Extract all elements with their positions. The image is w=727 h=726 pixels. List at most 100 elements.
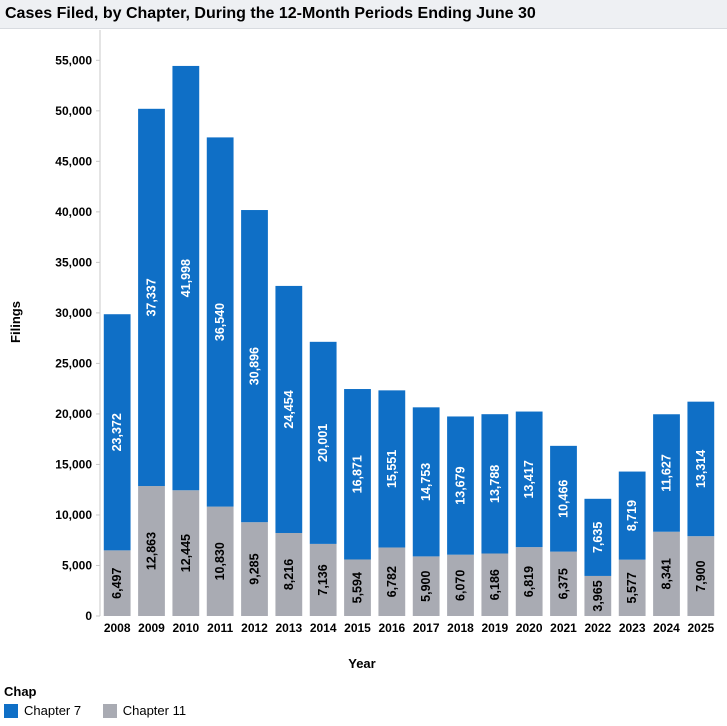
y-grid	[96, 30, 101, 617]
data-label-chapter-7: 15,551	[385, 450, 399, 488]
bar-chapter-11	[687, 536, 715, 616]
data-label-chapter-11: 6,375	[557, 568, 571, 599]
bar-chapter-7	[138, 108, 165, 487]
y-axis-label: Filings	[8, 301, 23, 343]
data-label-chapter-7: 16,871	[351, 455, 365, 493]
x-tick-label: 2017	[413, 621, 440, 635]
data-label-chapter-7: 24,454	[282, 390, 296, 428]
bar-chapter-7	[378, 390, 406, 548]
data-label-chapter-7: 11,627	[660, 454, 674, 492]
bar-chapter-11	[618, 559, 646, 616]
legend-label-chapter-7: Chapter 7	[24, 703, 82, 718]
bar-chapter-11	[515, 547, 543, 616]
legend-item-chapter-11[interactable]: Chapter 11	[102, 703, 186, 718]
bar-chapter-7	[241, 210, 268, 523]
x-tick-label: 2018	[447, 621, 474, 635]
legend-title: Chap	[4, 684, 37, 699]
data-label-chapter-11: 5,577	[625, 572, 639, 603]
data-label-chapter-7: 30,896	[248, 347, 262, 385]
bar-chapter-11	[550, 551, 577, 616]
bar-chapter-7	[344, 389, 371, 560]
y-tick-label: 55,000	[55, 53, 92, 67]
data-label-chapter-11: 5,900	[419, 571, 433, 602]
y-tick-label: 15,000	[55, 457, 92, 471]
bar-chapter-7	[515, 411, 543, 548]
data-label-chapter-7: 13,679	[454, 466, 468, 504]
data-label-chapter-7: 37,337	[145, 278, 159, 316]
bar-chapter-7	[618, 471, 646, 560]
bar-chapter-11	[138, 486, 165, 616]
y-tick-label: 20,000	[55, 407, 92, 421]
x-tick-label: 2008	[104, 621, 131, 635]
x-tick-label: 2019	[481, 621, 508, 635]
y-tick-label: 30,000	[55, 306, 92, 320]
data-label-chapter-7: 20,001	[316, 424, 330, 462]
bar-chapter-7	[206, 137, 234, 507]
bar-chapter-7	[447, 416, 474, 555]
bar-chapter-11	[275, 532, 303, 616]
y-tick-label: 0	[85, 609, 92, 623]
bar-chapter-11	[103, 550, 131, 616]
data-label-chapter-11: 7,900	[694, 560, 708, 591]
data-label-chapter-7: 13,314	[694, 450, 708, 488]
data-label-chapter-7: 36,540	[213, 303, 227, 341]
data-label-chapter-7: 41,998	[179, 259, 193, 297]
data-label-chapter-11: 6,186	[488, 569, 502, 600]
y-axis-ticks: 0 5,000 10,000 15,000 20,000 25,000 30,000 35,0…	[55, 53, 92, 623]
data-label-chapter-11: 8,216	[282, 559, 296, 590]
bar-chapter-7	[481, 414, 509, 554]
bar-chapter-11	[447, 554, 474, 616]
x-tick-label: 2011	[207, 621, 233, 635]
data-label-chapter-7: 13,788	[488, 465, 502, 503]
data-label-chapter-11: 12,863	[145, 532, 159, 570]
title-bar: Cases Filed, by Chapter, During the 12-M…	[0, 0, 727, 29]
x-tick-label: 2010	[172, 621, 199, 635]
y-tick-label: 5,000	[62, 558, 92, 572]
legend-item-chapter-7[interactable]: Chapter 7	[4, 703, 81, 718]
x-tick-label: 2015	[344, 621, 371, 635]
y-tick-label: 50,000	[55, 104, 92, 118]
bar-chapter-7	[584, 498, 612, 576]
bar-chapter-7	[687, 401, 715, 537]
data-label-chapter-11: 5,594	[351, 572, 365, 603]
bar-chapter-11	[344, 559, 371, 616]
bar-chapter-7	[309, 341, 337, 544]
chart-title: Cases Filed, by Chapter, During the 12-M…	[5, 5, 536, 22]
x-tick-label: 2021	[550, 621, 577, 635]
x-tick-label: 2024	[653, 621, 680, 635]
bar-chapter-7	[103, 314, 131, 551]
legend-swatch-chapter-11	[102, 703, 117, 718]
x-tick-label: 2020	[516, 621, 543, 635]
bar-chapter-11	[412, 556, 440, 616]
data-label-chapter-11: 6,497	[110, 567, 124, 598]
x-tick-label: 2022	[584, 621, 611, 635]
y-tick-label: 10,000	[55, 508, 92, 522]
bar-chapter-11	[172, 490, 200, 616]
bar-chapter-7	[550, 445, 577, 552]
data-label-chapter-11: 7,136	[316, 564, 330, 595]
data-label-chapter-11: 12,445	[179, 534, 193, 572]
data-label-chapter-11: 10,830	[213, 542, 227, 580]
chart-area: 6,497 23,372 12,863 37,337 12,445 41,998 10,83…	[8, 30, 715, 671]
data-label-chapter-7: 8,719	[625, 500, 639, 531]
data-label-chapter-11: 3,965	[591, 580, 605, 611]
x-tick-label: 2009	[138, 621, 165, 635]
x-tick-label: 2013	[275, 621, 302, 635]
y-tick-label: 25,000	[55, 356, 92, 370]
bar-chapter-7	[653, 414, 680, 532]
bar-chapter-11	[206, 506, 234, 616]
bar-chapter-11	[309, 543, 337, 616]
x-axis-label: Year	[348, 656, 375, 671]
y-tick-label: 40,000	[55, 205, 92, 219]
x-tick-label: 2023	[619, 621, 646, 635]
y-tick-label: 45,000	[55, 154, 92, 168]
data-label-chapter-11: 9,285	[248, 553, 262, 584]
data-label-chapter-7: 7,635	[591, 522, 605, 553]
x-axis-ticks: 2008 2009 2010 2011 2012 2013 2014 2015 2016 2017…	[104, 621, 715, 635]
data-label-chapter-7: 14,753	[419, 463, 433, 501]
legend: Chap Chapter 7 Chapter 11	[4, 684, 204, 721]
x-tick-label: 2016	[378, 621, 405, 635]
bar-chapter-11	[378, 547, 406, 616]
data-label-chapter-7: 13,417	[522, 460, 536, 498]
x-tick-label: 2025	[687, 621, 714, 635]
